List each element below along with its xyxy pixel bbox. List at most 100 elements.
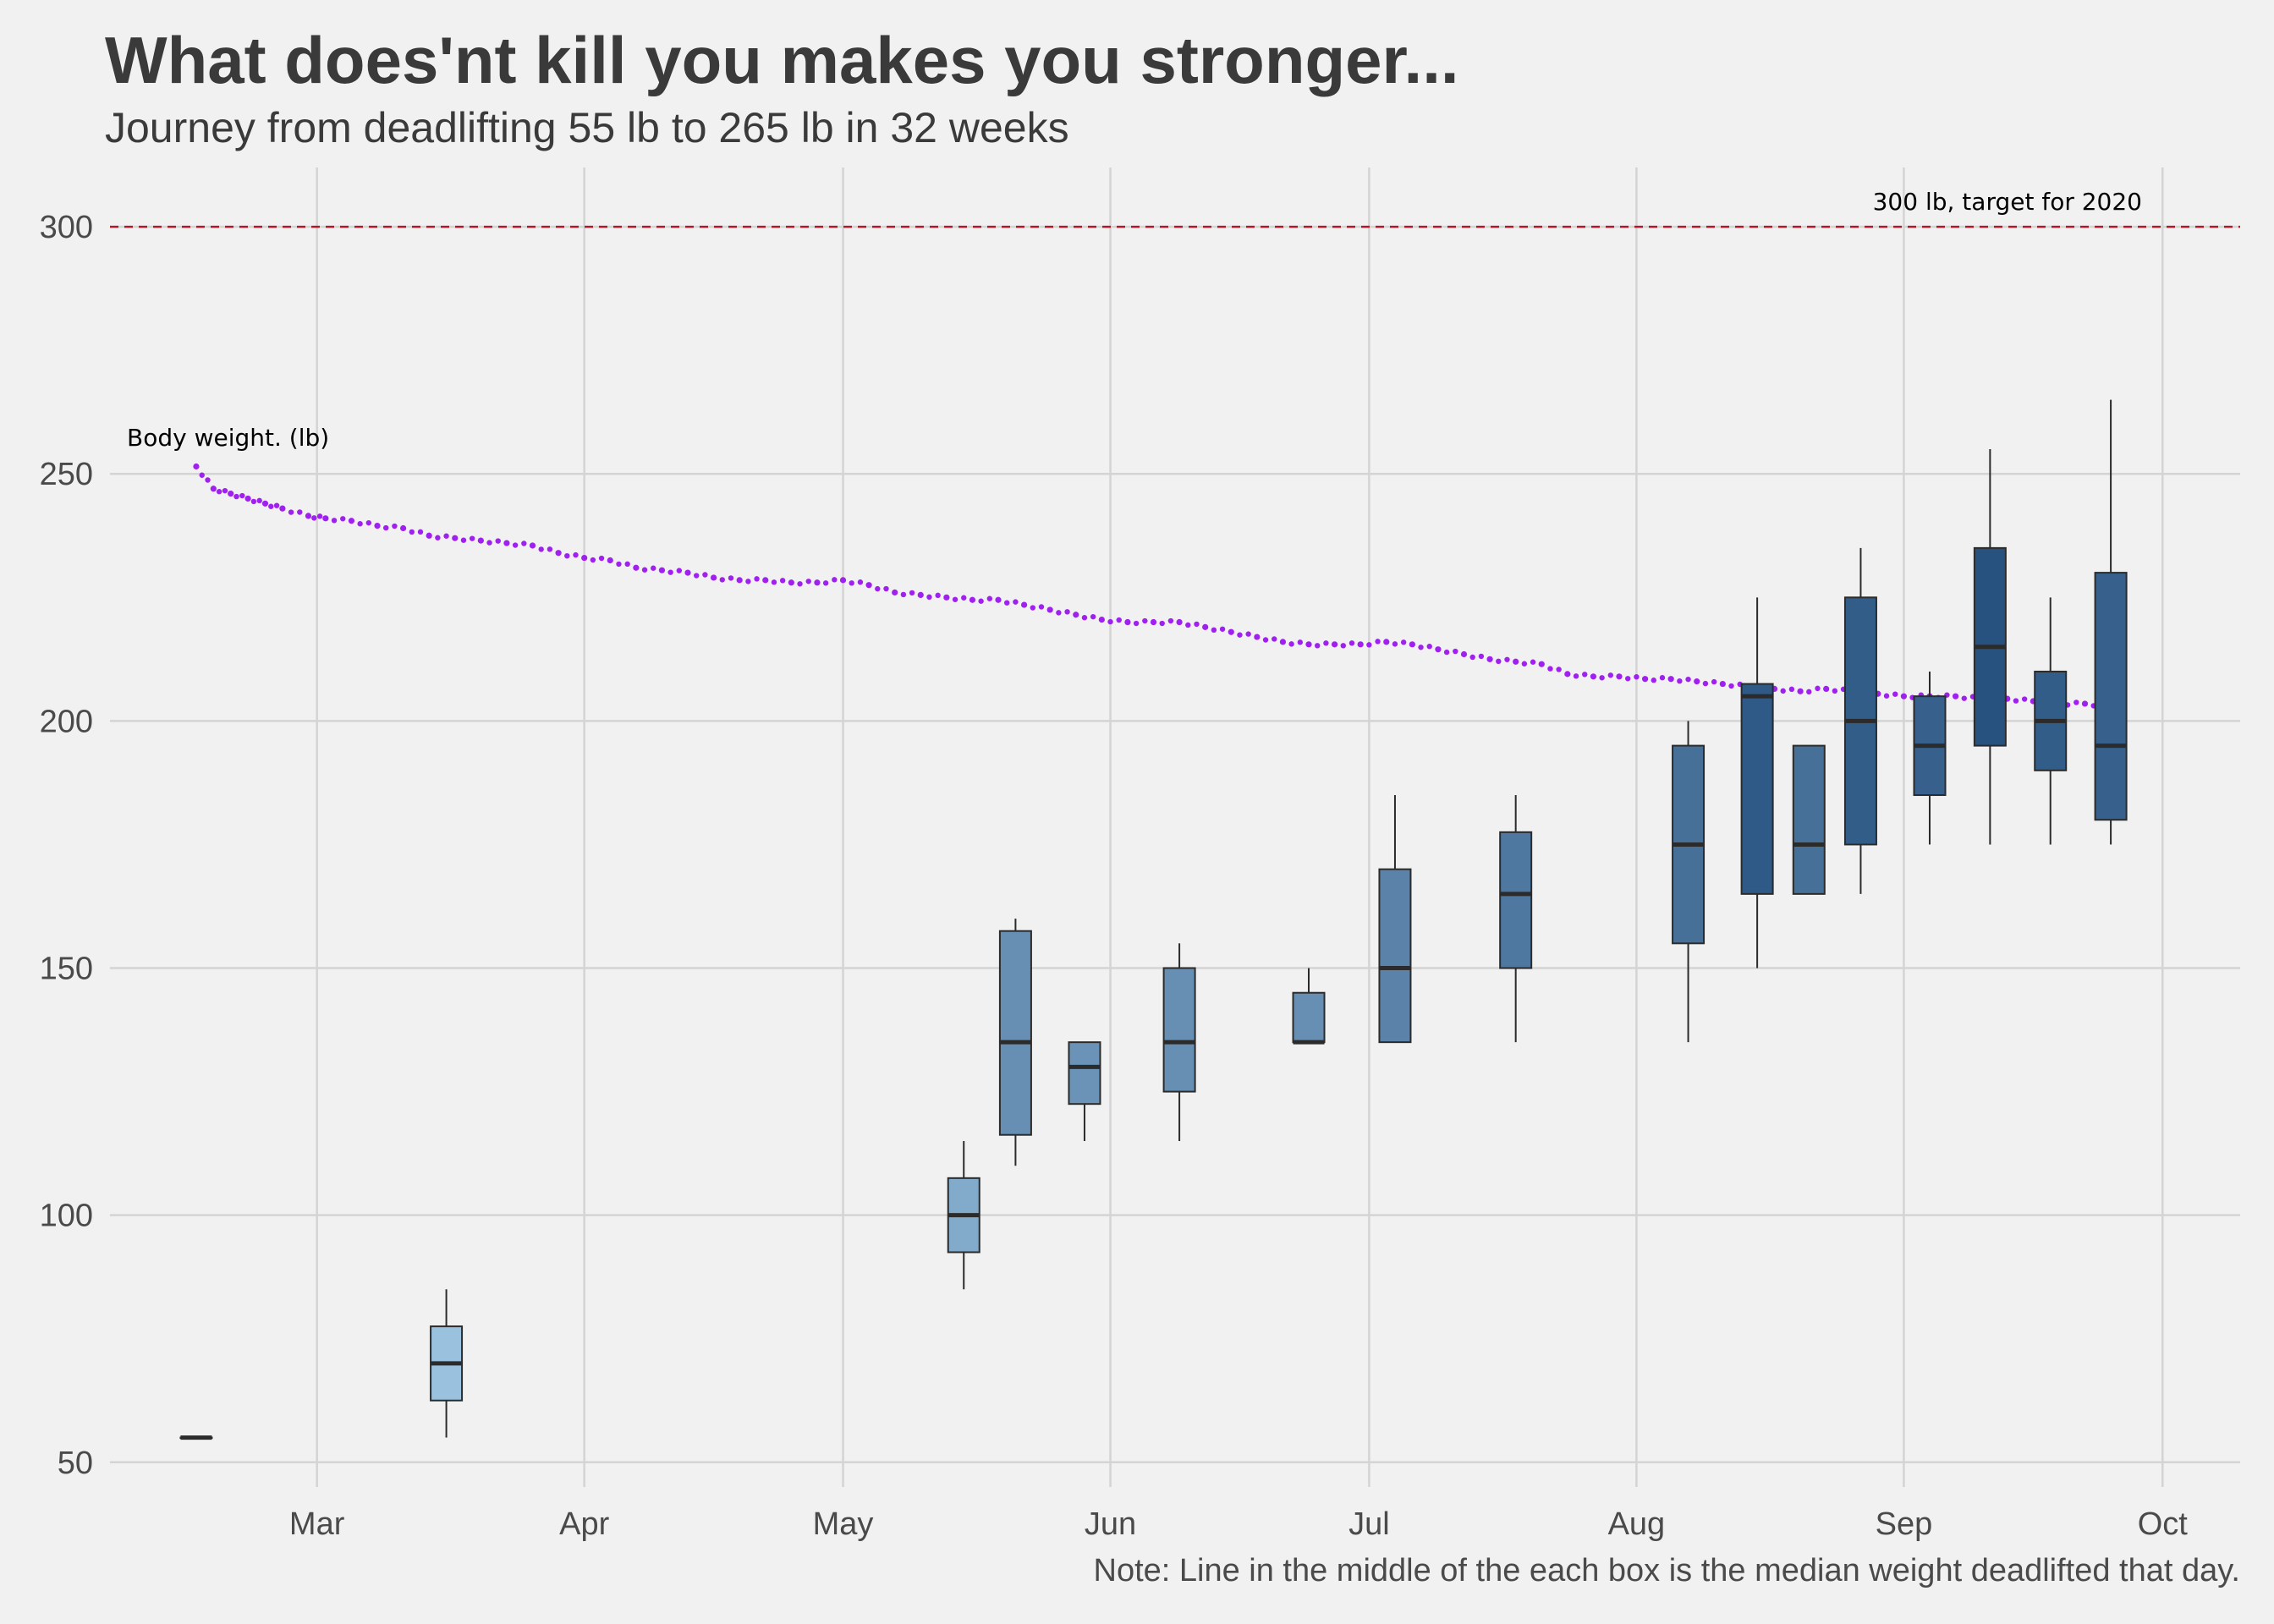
body-weight-point (849, 580, 854, 586)
body-weight-point (616, 561, 622, 568)
body-weight-point (1004, 600, 1010, 606)
body-weight-point (210, 486, 217, 492)
body-weight-point (952, 596, 958, 602)
body-weight-point (754, 576, 760, 582)
body-weight-point (1780, 688, 1786, 694)
body-weight-point (1728, 683, 1734, 689)
body-weight-point (1107, 618, 1113, 625)
body-weight-point (745, 579, 751, 584)
body-weight-point (1331, 641, 1338, 648)
body-weight-point (538, 546, 544, 552)
body-weight-point (1081, 615, 1088, 621)
body-weight-point (1486, 656, 1493, 662)
body-weight-point (250, 498, 257, 505)
body-weight-point (1952, 693, 1959, 700)
box-body (1162, 967, 1196, 1093)
body-weight-point (1460, 650, 1468, 658)
body-weight-point (452, 535, 459, 541)
body-weight-point (788, 579, 794, 586)
body-weight-point (1245, 631, 1251, 637)
box (179, 1435, 213, 1440)
body-weight-point (1116, 617, 1122, 623)
body-weight-point (1279, 639, 1287, 645)
body-weight-point (426, 532, 432, 539)
body-weight-point (1685, 676, 1691, 683)
body-weight-point (1530, 659, 1536, 665)
body-weight-point (348, 518, 355, 524)
body-weight-point (832, 577, 838, 583)
reference-line-label: 300 lb, target for 2020 (1873, 188, 2142, 216)
body-weight-point (651, 565, 656, 571)
body-weight-point (1677, 678, 1683, 684)
body-weight-point (1046, 606, 1053, 613)
body-weight-point (2021, 696, 2028, 702)
body-weight-point (1315, 643, 1321, 649)
body-weight-point (961, 595, 967, 601)
body-weight-point (1133, 620, 1140, 627)
body-weight-point (694, 573, 700, 579)
body-weight-point (435, 535, 441, 540)
body-weight-point (1167, 617, 1174, 624)
x-tick-label: Jul (1348, 1506, 1390, 1542)
body-weight-point (1375, 639, 1381, 645)
body-weight-point (228, 491, 234, 497)
body-weight-point (1030, 605, 1035, 611)
body-weight-point (926, 594, 932, 601)
body-weight-point (883, 585, 889, 592)
chart-title: What does'nt kill you makes you stronger… (105, 23, 1459, 97)
body-weight-point (590, 557, 596, 563)
body-weight-point (1797, 688, 1804, 694)
chart-subtitle: Journey from deadlifting 55 lb to 265 lb… (105, 104, 1069, 151)
body-weight-point (1194, 621, 1200, 628)
y-tick-label: 300 (40, 210, 93, 245)
x-axis-ticks: Mar Apr May Jun Jul Aug Sep Oct (289, 1506, 2188, 1542)
body-weight-point (1357, 641, 1364, 648)
body-weight-point (331, 518, 338, 524)
body-weight-point (1272, 636, 1277, 642)
body-weight-point (1900, 693, 1908, 700)
body-weight-point (1340, 643, 1346, 649)
body-weight-point (374, 522, 381, 529)
body-weight-point (702, 572, 708, 578)
body-weight-point (512, 542, 519, 548)
body-weight-point (986, 595, 993, 601)
body-weight-point (1400, 639, 1407, 645)
body-weight-point (1366, 642, 1372, 648)
body-weight-point (383, 524, 389, 531)
body-weight-point (1815, 685, 1821, 692)
body-weight-point (1150, 618, 1157, 626)
body-weight-point (1823, 685, 1830, 693)
body-weight-point (892, 589, 898, 596)
body-weight-point (607, 557, 613, 564)
body-weight-point (400, 524, 407, 532)
body-weight-point (297, 509, 303, 515)
body-weight-point (641, 567, 648, 573)
box-body (1740, 683, 1774, 895)
y-tick-label: 250 (40, 457, 93, 492)
body-weight-point (1013, 599, 1019, 605)
body-weight-point (1616, 673, 1623, 680)
body-weight-point (1228, 628, 1234, 635)
body-weight-point (268, 503, 274, 509)
body-weight-point (1599, 675, 1605, 681)
body-weight-point (521, 540, 527, 546)
body-weight-point (1124, 618, 1131, 626)
body-weight-point (311, 515, 317, 521)
y-tick-label: 100 (40, 1199, 93, 1234)
y-axis-ticks: 50 100 150 200 250 300 (40, 210, 93, 1481)
body-weight-point (1694, 678, 1700, 685)
body-weight-point (1176, 618, 1183, 626)
body-weight-point (1719, 680, 1726, 688)
box-body (1499, 831, 1533, 969)
body-weight-point (1478, 653, 1485, 660)
body-weight-point (1392, 641, 1398, 647)
body-weight-point (1056, 610, 1062, 616)
box-body (1378, 868, 1412, 1044)
x-tick-label: Jun (1085, 1506, 1136, 1542)
x-tick-label: Mar (289, 1506, 345, 1542)
box (1843, 547, 1877, 894)
body-weight-point (711, 574, 717, 581)
body-weight-point (1634, 674, 1640, 680)
body-weight-point (392, 523, 398, 529)
